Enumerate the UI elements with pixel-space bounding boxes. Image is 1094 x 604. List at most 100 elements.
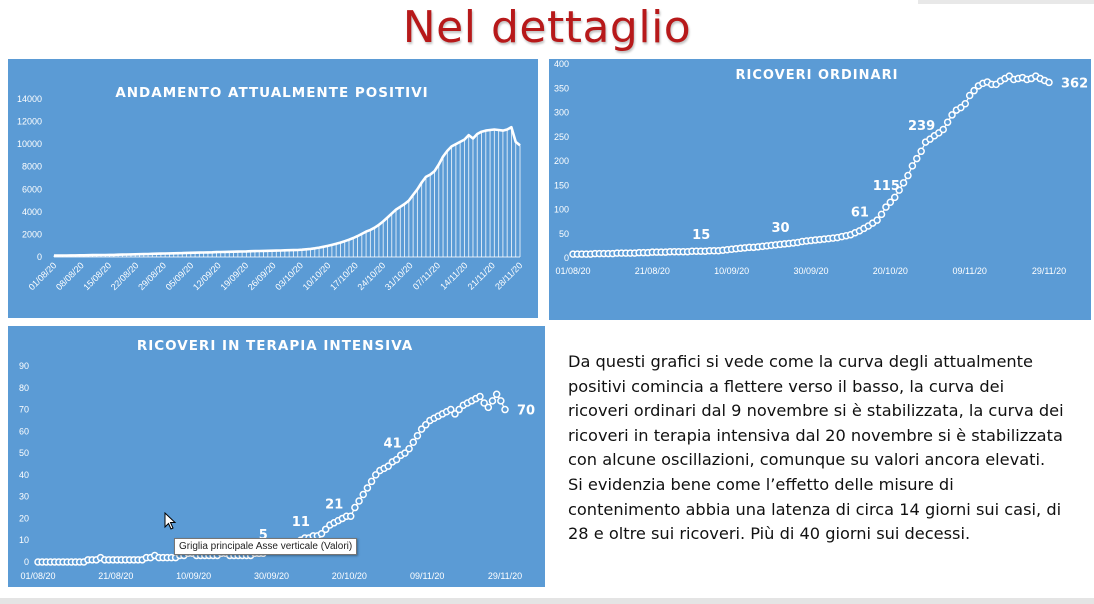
- chart-panel-ricoveri-ordinari[interactable]: RICOVERI ORDINARI 0 50 100 150 200 250 300 350 4…: [549, 59, 1091, 320]
- body-paragraph: Da questi grafici si vede come la curva …: [568, 352, 1064, 470]
- y-tick-label: 14000: [17, 94, 42, 104]
- y-tick-label: 10: [19, 535, 29, 545]
- x-tick-label: 17/10/20: [328, 260, 360, 292]
- x-tick-label: 21/11/20: [466, 260, 497, 291]
- chart-tooltip: Griglia principale Asse verticale (Valor…: [174, 538, 358, 555]
- x-tick-label: 20/10/20: [873, 266, 908, 276]
- x-tick-label: 15/08/20: [81, 260, 113, 292]
- slide-body-text: Da questi grafici si vede come la curva …: [568, 350, 1068, 547]
- y-tick-label: 10000: [17, 139, 42, 149]
- data-label: 362: [1061, 76, 1088, 91]
- data-point: [455, 405, 463, 414]
- y-tick-label: 300: [554, 108, 569, 118]
- y-tick-label: 60: [19, 426, 29, 436]
- series-line: [573, 75, 1050, 255]
- x-tick-label: 19/09/20: [218, 260, 250, 292]
- y-tick-label: 50: [19, 448, 29, 458]
- chart-ricoveri-ordinari: RICOVERI ORDINARI 0 50 100 150 200 250 300 350 4…: [554, 59, 1088, 276]
- chart-positivi: ANDAMENTO ATTUALMENTE POSITIVI 0 2000 4000…: [17, 85, 524, 292]
- x-tick-label: 29/11/20: [488, 571, 522, 581]
- data-point: [317, 529, 326, 538]
- data-point: [488, 397, 497, 405]
- data-point: [970, 86, 978, 95]
- data-label: 41: [384, 437, 402, 452]
- data-label: 15: [692, 228, 710, 243]
- data-label: 61: [851, 205, 869, 220]
- data-point: [355, 497, 363, 505]
- chart-panel-positivi[interactable]: ANDAMENTO ATTUALMENTE POSITIVI 0 2000 4000…: [8, 59, 538, 318]
- y-tick-label: 6000: [22, 184, 42, 194]
- y-tick-label: 80: [19, 383, 29, 393]
- data-label: 239: [908, 119, 935, 134]
- data-point: [422, 421, 430, 429]
- data-point: [899, 179, 908, 187]
- data-point: [484, 403, 493, 412]
- data-point: [917, 147, 925, 156]
- y-tick-label: 2000: [22, 229, 42, 239]
- chart-title: RICOVERI ORDINARI: [736, 68, 899, 83]
- data-point: [413, 431, 422, 440]
- data-point: [405, 445, 413, 453]
- data-point: [904, 171, 912, 180]
- y-tick-label: 40: [19, 470, 29, 480]
- data-point: [367, 477, 376, 486]
- data-point: [939, 125, 947, 134]
- window-edge-strip: [918, 0, 1094, 4]
- y-tick-label: 150: [554, 180, 569, 190]
- y-tick-label: 4000: [22, 207, 42, 217]
- data-point: [882, 203, 890, 211]
- data-point: [401, 449, 409, 457]
- x-tick-label: 14/11/20: [438, 260, 469, 291]
- data-point: [359, 490, 367, 499]
- x-tick-label: 21/08/20: [98, 571, 133, 581]
- data-label: 115: [873, 179, 900, 194]
- data-point: [497, 397, 505, 405]
- data-point: [877, 210, 886, 219]
- x-tick-label: 03/10/20: [273, 260, 305, 292]
- x-tick-label: 05/09/20: [164, 260, 196, 292]
- data-point: [890, 193, 899, 202]
- data-point: [417, 425, 426, 433]
- y-tick-label: 200: [554, 156, 569, 166]
- data-point: [480, 399, 488, 407]
- data-point: [908, 162, 917, 170]
- x-tick-label: 07/11/20: [411, 260, 442, 291]
- data-point: [392, 455, 401, 464]
- x-tick-label: 22/08/20: [109, 260, 141, 292]
- x-tick-label: 21/08/20: [635, 266, 670, 276]
- data-point: [384, 462, 392, 470]
- x-tick-label: 01/08/20: [20, 571, 55, 581]
- data-point: [501, 405, 509, 414]
- data-point: [371, 471, 380, 479]
- y-tick-label: 0: [37, 252, 42, 262]
- data-point: [351, 503, 359, 512]
- data-point: [965, 91, 974, 100]
- y-tick-label: 90: [19, 361, 29, 371]
- y-tick-label: 100: [554, 205, 569, 215]
- data-point: [943, 118, 952, 126]
- x-tick-label: 12/09/20: [191, 260, 223, 292]
- data-point: [492, 390, 501, 399]
- data-point: [961, 100, 970, 108]
- x-tick-label: 31/10/20: [383, 260, 415, 292]
- data-point: [948, 111, 956, 119]
- x-tick-label: 30/09/20: [254, 571, 289, 581]
- data-point: [895, 186, 903, 194]
- y-tick-label: 0: [564, 253, 569, 263]
- slide-title: Nel dettaglio: [402, 2, 692, 53]
- data-label: 70: [517, 404, 535, 419]
- data-label: 21: [325, 498, 343, 513]
- y-tick-label: 8000: [22, 162, 42, 172]
- data-label: 11: [292, 515, 310, 530]
- y-tick-label: 12000: [17, 117, 42, 127]
- data-point: [476, 392, 484, 401]
- y-tick-label: 70: [19, 405, 29, 415]
- data-point: [873, 216, 881, 224]
- x-tick-label: 24/10/20: [356, 260, 388, 292]
- y-tick-label: 30: [19, 492, 29, 502]
- series-line: [54, 125, 521, 257]
- x-tick-label: 26/09/20: [246, 260, 278, 292]
- data-label: 5: [259, 528, 268, 543]
- x-tick-label: 10/09/20: [714, 266, 749, 276]
- data-point: [321, 525, 330, 534]
